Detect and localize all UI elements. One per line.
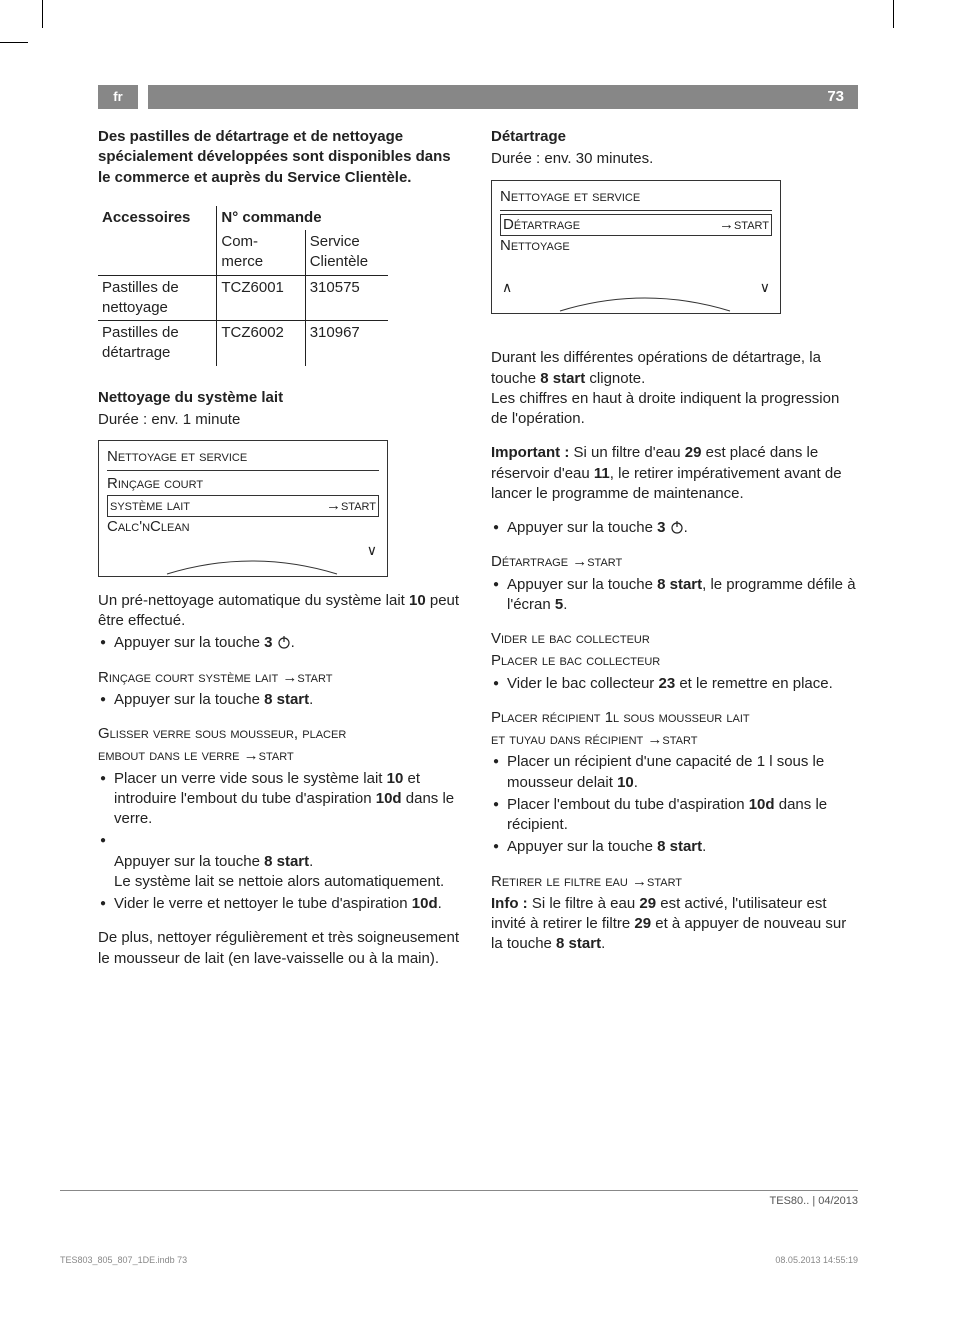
display-milk-l3: Calc'nClean — [107, 517, 379, 537]
off-icon — [670, 520, 684, 534]
det-b1: Appuyer sur la touche 3 . — [491, 518, 858, 538]
footer-file: TES803_805_807_1DE.indb 73 — [60, 1255, 187, 1265]
th-service: Service Clientèle — [305, 230, 388, 275]
cell-r2b: TCZ6002 — [217, 321, 305, 366]
det-important: Important : Si un filtre d'eau 29 est pl… — [491, 443, 858, 504]
sc-glisser-a: Glisser verre sous mousseur, placer — [98, 724, 465, 744]
display-detartrage: Nettoyage et service Détartrage →start N… — [491, 180, 781, 315]
th-command: N° commande — [217, 206, 388, 230]
milk-bullet-2: Appuyer sur la touche 8 start. — [98, 690, 465, 710]
right-column: Détartrage Durée : env. 30 minutes. Nett… — [491, 127, 858, 983]
sc-detartrage-start: Détartrage →start — [491, 552, 858, 572]
page-content: fr 73 Des pastilles de détartrage et de … — [98, 85, 858, 983]
display-milk-l1: Rinçage court — [107, 474, 379, 494]
sc-rincage: Rinçage court système lait →start — [98, 668, 465, 688]
sc-vider-bac: Vider le bac collecteur — [491, 629, 858, 649]
milk-p1: Un pré-nettoyage automatique du système … — [98, 591, 465, 632]
footer-timestamp: 08.05.2013 14:55:19 — [775, 1255, 858, 1265]
left-column: Des pastilles de détartrage et de nettoy… — [98, 127, 465, 983]
milk-bullet-1: Appuyer sur la touche 3 . — [98, 633, 465, 653]
det-ul2-i1: Placer un récipient d'une capacité de 1 … — [491, 752, 858, 793]
det-b3: Vider le bac collecteur 23 et le remettr… — [491, 674, 858, 694]
display-milk-l2: système lait →start — [107, 495, 379, 517]
display-det-start: →start — [719, 215, 769, 235]
milk-section-title: Nettoyage du système lait — [98, 388, 465, 408]
display-curve-icon — [500, 293, 790, 313]
det-ul2-i2: Placer l'embout du tube d'aspiration 10d… — [491, 795, 858, 836]
display-milk-start: →start — [326, 496, 376, 516]
sc-placer-bac: Placer le bac collecteur — [491, 651, 858, 671]
det-b2: Appuyer sur la touche 8 start, le progra… — [491, 575, 858, 616]
display-det-l1-text: Détartrage — [503, 215, 580, 235]
display-det-l2: Nettoyage — [500, 236, 772, 256]
off-icon — [277, 635, 291, 649]
det-info: Info : Si le filtre à eau 29 est activé,… — [491, 894, 858, 955]
cell-r2a: Pastilles de détartrage — [98, 321, 217, 366]
sc-retirer-filtre: Retirer le filtre eau →start — [491, 872, 858, 892]
detartrage-duration: Durée : env. 30 minutes. — [491, 149, 858, 169]
accessories-table: Accessoires N° commande Com- merce Servi… — [98, 206, 388, 366]
detartrage-title: Détartrage — [491, 127, 858, 147]
milk-p2: De plus, nettoyer régulièrement et très … — [98, 928, 465, 969]
cell-r1b: TCZ6001 — [217, 275, 305, 321]
display-curve-icon — [107, 556, 397, 576]
display-milk-l2-text: système lait — [110, 496, 190, 516]
milk-duration: Durée : env. 1 minute — [98, 410, 465, 430]
cell-r1a: Pastilles de nettoyage — [98, 275, 217, 321]
cell-r2c: 310967 — [305, 321, 388, 366]
milk-ul2-i2: Appuyer sur la touche 8 start. Le systèm… — [98, 831, 465, 892]
display-milk-title: Nettoyage et service — [107, 447, 379, 471]
footer-model: TES80.. | 04/2013 — [770, 1195, 858, 1207]
header-page-number: 73 — [148, 85, 858, 109]
display-milk: Nettoyage et service Rinçage court systè… — [98, 440, 388, 577]
det-ul2-i3: Appuyer sur la touche 8 start. — [491, 837, 858, 857]
sc-placer-recip-b: et tuyau dans récipient →start — [491, 730, 858, 750]
header-language: fr — [98, 85, 138, 109]
page-footer: TES80.. | 04/2013 — [60, 1190, 858, 1207]
sc-placer-recip-a: Placer récipient 1l sous mousseur lait — [491, 708, 858, 728]
milk-ul2-i3: Vider le verre et nettoyer le tube d'asp… — [98, 894, 465, 914]
display-det-title: Nettoyage et service — [500, 187, 772, 211]
th-accessories: Accessoires — [98, 206, 217, 230]
intro-paragraph: Des pastilles de détartrage et de nettoy… — [98, 127, 465, 188]
milk-ul2-i1: Placer un verre vide sous le système lai… — [98, 769, 465, 830]
det-p1: Durant les différentes opérations de dét… — [491, 328, 858, 429]
th-commerce: Com- merce — [217, 230, 305, 275]
page-build-footer: TES803_805_807_1DE.indb 73 08.05.2013 14… — [60, 1255, 858, 1265]
page-header: fr 73 — [98, 85, 858, 109]
cell-r1c: 310575 — [305, 275, 388, 321]
display-det-l1: Détartrage →start — [500, 214, 772, 236]
sc-glisser-b: embout dans le verre →start — [98, 746, 465, 766]
